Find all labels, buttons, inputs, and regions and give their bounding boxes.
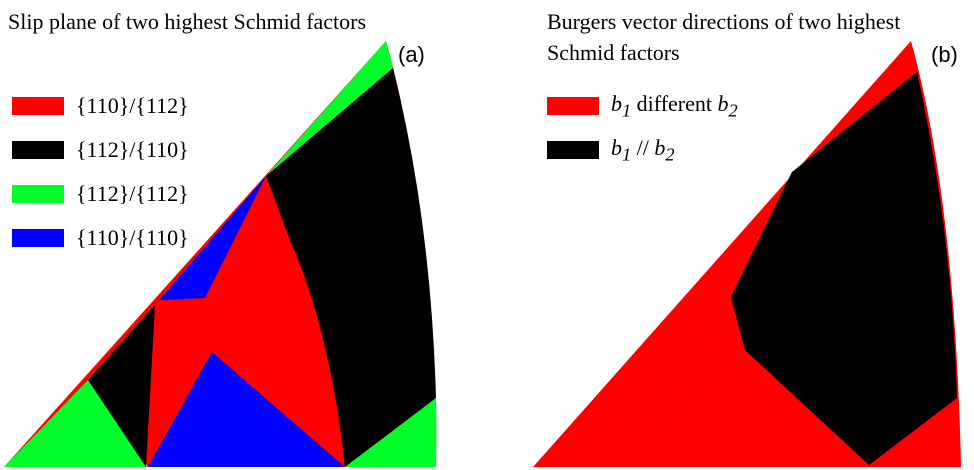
panel-a-title: Slip plane of two highest Schmid factors — [8, 9, 367, 34]
legend-label: {112}/{110} — [76, 137, 189, 162]
panel-b-title: Burgers vector directions of two highest… — [547, 9, 901, 65]
legend-label-different: b1 different b2 — [611, 90, 738, 121]
panel-a-label: (a) — [398, 42, 425, 67]
panel-a-slip-plane: Slip plane of two highest Schmid factors… — [4, 9, 437, 467]
legend-label: {110}/{112} — [76, 93, 189, 118]
panel-b-burgers-vector: Burgers vector directions of two highest… — [487, 0, 974, 470]
legend-swatch-blue — [12, 229, 64, 247]
legend-swatch-black — [12, 141, 64, 159]
legend-swatch-black — [547, 141, 599, 159]
ipf-triangle-burgers-vector — [533, 41, 961, 467]
region-blue-bottom — [148, 352, 345, 467]
legend-label: {110}/{110} — [76, 225, 189, 250]
legend-swatch-green — [12, 185, 64, 203]
panel-a-legend: {110}/{112} {112}/{110} {112}/{112} {110… — [12, 84, 189, 260]
region-blue-upper — [155, 176, 266, 305]
legend-item-b1-parallel-b2: b1 // b2 — [547, 128, 738, 172]
region-green-top — [266, 41, 393, 176]
legend-item-112-112: {112}/{112} — [12, 172, 189, 216]
region-green-bottom-left — [4, 380, 148, 467]
legend-item-110-112: {110}/{112} — [12, 84, 189, 128]
region-red-speckled — [607, 300, 747, 450]
region-black-left — [88, 305, 155, 467]
panel-b-label: (b) — [931, 42, 958, 67]
legend-label-parallel: b1 // b2 — [611, 134, 675, 165]
legend-swatch-red — [12, 97, 64, 115]
legend-item-110-110: {110}/{110} — [12, 216, 189, 260]
legend-label: {112}/{112} — [76, 181, 189, 206]
panel-b-legend: b1 different b2 b1 // b2 — [547, 84, 738, 172]
legend-item-112-110: {112}/{110} — [12, 128, 189, 172]
legend-item-b1-different-b2: b1 different b2 — [547, 84, 738, 128]
region-black-main — [731, 72, 957, 465]
region-green-bottom-right — [345, 398, 437, 467]
legend-swatch-red — [547, 97, 599, 115]
region-black-right — [266, 68, 436, 467]
ipf-triangle-slip-plane — [4, 41, 437, 467]
